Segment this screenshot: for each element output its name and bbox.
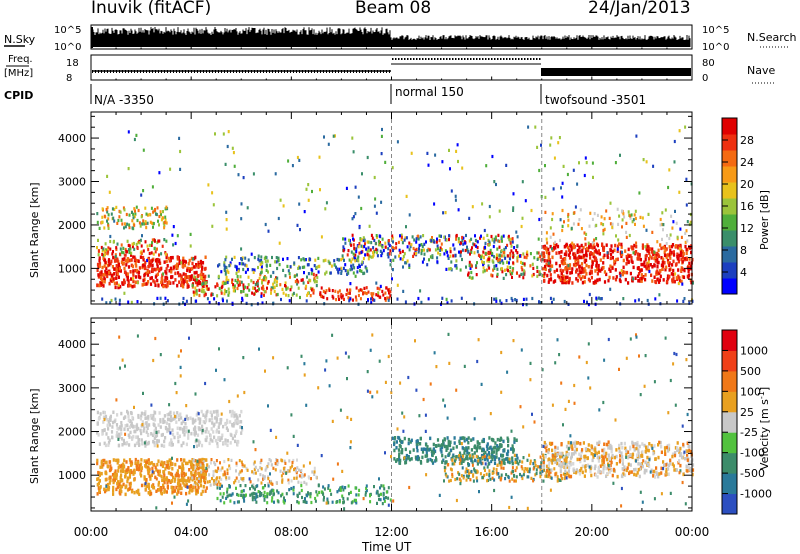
cpid-segment: N/A -3350: [94, 93, 154, 107]
velocity-colorbar: 1000 500 100 25 -25 -100 -500 -1000: [721, 329, 772, 515]
velocity-ylabel: Slant Range [km]: [28, 388, 41, 484]
velocity-ytick-label: 2000: [58, 426, 86, 439]
power-ytick-label: 3000: [58, 176, 86, 189]
time-tick-label: 00:00: [74, 525, 109, 539]
power-colorbar-tick-label: 8: [740, 244, 747, 257]
noise-right-label: N.Search: [747, 31, 797, 44]
power-colorbar-swatch: [722, 134, 737, 151]
freq-right-tick-top: 80: [702, 58, 715, 69]
freq-block: [541, 68, 691, 76]
noise-right-tick-top: 10^5: [702, 25, 729, 36]
velocity-colorbar-label-text: Velocity [m s: [758, 399, 771, 470]
velocity-colorbar-tick-label: -1000: [740, 488, 772, 501]
time-tick-label: 20:00: [575, 525, 610, 539]
velocity-colorbar-tick-label: -500: [740, 467, 765, 480]
time-tick-label: 04:00: [174, 525, 209, 539]
power-colorbar-swatch: [722, 118, 737, 135]
power-ytick-label: 2000: [58, 219, 86, 232]
power-colorbar-swatch: [722, 214, 737, 231]
noise-left-tick-top: 10^5: [54, 25, 81, 36]
power-ytick-label: 4000: [58, 132, 86, 145]
velocity-colorbar-label: Velocity [m s-1]: [757, 387, 771, 470]
power-colorbar-swatch: [722, 262, 737, 279]
power-colorbar-tick-label: 28: [740, 134, 754, 147]
freq-trace: [92, 58, 691, 76]
velocity-colorbar-swatch: [722, 452, 737, 474]
power-axes: 1000 2000 3000 4000: [58, 115, 692, 302]
velocity-colorbar-label-close: ]: [758, 387, 771, 391]
power-colorbar-tick-label: 16: [740, 200, 754, 213]
velocity-colorbar-swatch: [722, 350, 737, 372]
cpid-label: CPID: [4, 89, 33, 102]
velocity-colorbar-swatch: [722, 330, 737, 351]
velocity-colorbar-tick-label: 500: [740, 365, 761, 378]
time-tick-label: 16:00: [474, 525, 509, 539]
velocity-colorbar-tick-label: -100: [740, 447, 765, 460]
velocity-colorbar-tick-label: 100: [740, 385, 761, 398]
velocity-colorbar-swatch: [722, 493, 737, 515]
power-colorbar-label: Power [dB]: [758, 190, 771, 250]
freq-panel: Freq. [MHz] 18 8 80 0 Nave: [4, 54, 775, 84]
velocity-axes: 1000 2000 3000 4000: [58, 321, 692, 509]
velocity-colorbar-tick-label: 25: [740, 406, 754, 419]
noise-panel: N.Sky 10^5 10^0 10^5 10^0 N.Search: [4, 24, 797, 53]
cpid-row: CPID N/A -3350 normal 150 twofsound -350…: [4, 84, 646, 107]
power-panel: 1000 2000 3000 4000 Slant Range [km]: [28, 111, 694, 307]
velocity-colorbar-tick-label: 1000: [740, 344, 768, 357]
power-colorbar-swatch: [722, 182, 737, 199]
freq-left-tick-bottom: 8: [66, 73, 72, 84]
power-heatmap: [96, 112, 694, 307]
velocity-colorbar-swatch: [722, 391, 737, 413]
velocity-panel: 1000 2000 3000 4000 Slant Range [km]: [28, 317, 695, 512]
date-title: 24/Jan/2013: [588, 0, 691, 18]
power-colorbar-tick-label: 20: [740, 178, 754, 191]
power-ylabel: Slant Range [km]: [28, 182, 41, 278]
freq-label-1: Freq.: [8, 54, 33, 65]
power-colorbar-swatch: [722, 246, 737, 263]
velocity-colorbar-label-exp: -1: [757, 391, 766, 399]
velocity-ytick-label: 1000: [58, 469, 86, 482]
time-axis: 00:00 04:00 08:00 12:00 16:00 20:00 00:00: [74, 45, 710, 539]
beam-title: Beam 08: [355, 0, 432, 18]
time-tick-label: 00:00: [675, 525, 710, 539]
power-colorbar-tick-label: 4: [740, 266, 747, 279]
freq-label-2: [MHz]: [4, 68, 33, 79]
noise-left-label: N.Sky: [4, 33, 36, 46]
nave-label: Nave: [747, 64, 775, 77]
velocity-colorbar-swatch: [722, 411, 737, 433]
time-tick-label: 08:00: [274, 525, 309, 539]
freq-right-tick-bottom: 0: [702, 73, 708, 84]
power-colorbar-swatch: [722, 166, 737, 183]
velocity-colorbar-swatch: [722, 370, 737, 392]
noise-left-tick-bottom: 10^0: [54, 42, 81, 53]
velocity-ytick-label: 4000: [58, 338, 86, 351]
power-colorbar-swatch: [722, 278, 737, 295]
velocity-colorbar-tick-label: -25: [740, 426, 758, 439]
noise-right-tick-bottom: 10^0: [702, 42, 729, 53]
velocity-heatmap: [96, 318, 695, 511]
cpid-segment: normal 150: [395, 85, 464, 99]
power-colorbar-tick-label: 24: [740, 156, 754, 169]
power-ytick-label: 1000: [58, 262, 86, 275]
power-colorbar-swatch: [722, 150, 737, 167]
time-axis-label: Time UT: [361, 540, 412, 554]
station-title: Inuvik (fitACF): [91, 0, 212, 18]
power-colorbar: 28 24 20 16 12 8 4: [721, 117, 754, 295]
freq-left-tick-top: 18: [66, 58, 79, 69]
velocity-colorbar-swatch: [722, 473, 737, 495]
cpid-segment: twofsound -3501: [545, 93, 646, 107]
time-tick-label: 12:00: [374, 525, 409, 539]
power-colorbar-tick-label: 12: [740, 222, 754, 235]
velocity-colorbar-swatch: [722, 432, 737, 454]
noise-sky-trace: [91, 27, 691, 48]
power-colorbar-swatch: [722, 230, 737, 247]
power-colorbar-swatch: [722, 198, 737, 215]
velocity-ytick-label: 3000: [58, 382, 86, 395]
